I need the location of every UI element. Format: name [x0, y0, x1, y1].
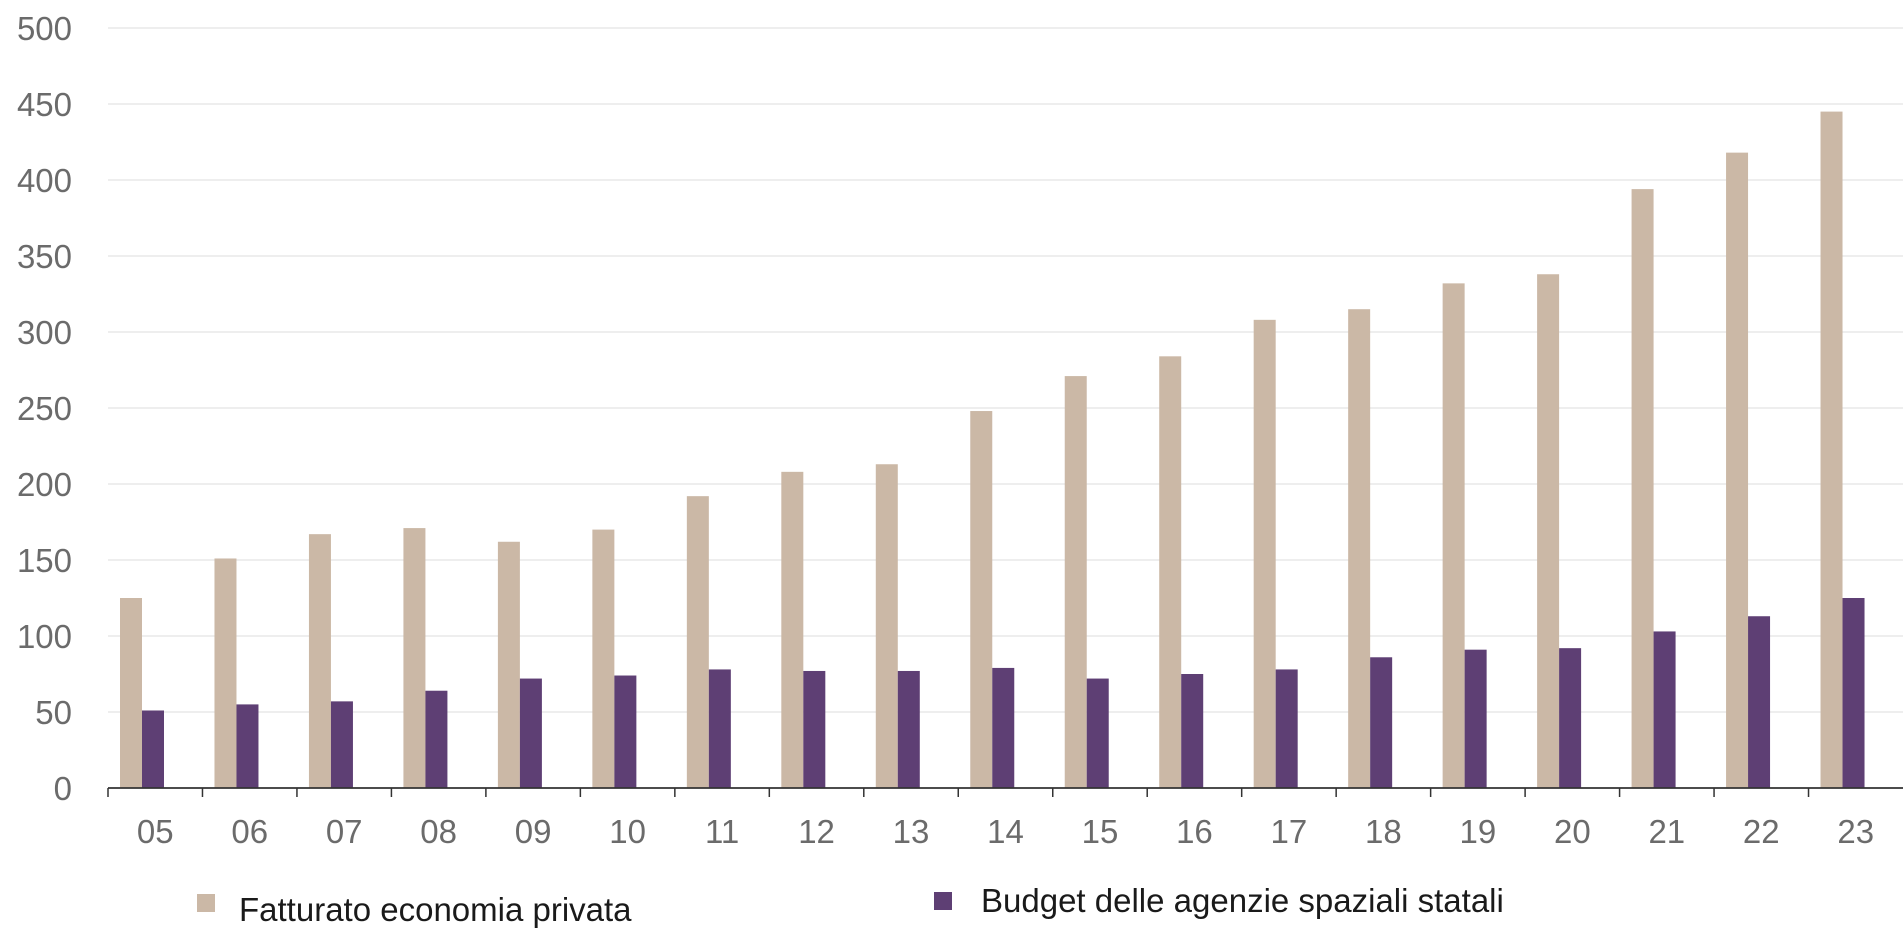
bar-series1-11 — [686, 496, 709, 788]
bar-series2-06 — [236, 704, 259, 788]
legend: Fatturato economia privata Budget delle … — [197, 882, 1504, 928]
y-axis-tick-labels: 0 50 100 150 200 250 300 350 400 450 500 — [17, 10, 72, 807]
bar-series1-14 — [970, 411, 993, 788]
bar-series1-06 — [214, 558, 237, 788]
x-tick-label-14: 14 — [987, 813, 1024, 850]
bar-series2-11 — [708, 669, 731, 788]
y-tick-label-350: 350 — [17, 238, 72, 275]
bar-series1-16 — [1159, 356, 1182, 788]
bar-series2-12 — [803, 670, 826, 788]
bar-series1-12 — [781, 471, 804, 788]
bar-series1-23 — [1820, 111, 1843, 789]
bar-series1-17 — [1253, 319, 1276, 788]
y-tick-label-0: 0 — [54, 770, 72, 807]
bar-series2-16 — [1181, 674, 1204, 788]
bar-series2-08 — [425, 690, 448, 788]
bar-series2-05 — [142, 710, 164, 788]
x-tick-label-05: 05 — [137, 813, 174, 850]
bar-series1-15 — [1064, 376, 1087, 788]
x-tick-label-18: 18 — [1365, 813, 1402, 850]
x-tick-label-17: 17 — [1271, 813, 1308, 850]
y-tick-label-200: 200 — [17, 466, 72, 503]
x-tick-label-15: 15 — [1082, 813, 1119, 850]
bar-series2-23 — [1842, 598, 1865, 788]
bar-series2-18 — [1370, 657, 1393, 788]
y-tick-label-300: 300 — [17, 314, 72, 351]
bar-series2-22 — [1748, 616, 1771, 788]
bar-series1-07 — [308, 534, 331, 788]
y-tick-label-450: 450 — [17, 86, 72, 123]
x-tick-label-20: 20 — [1554, 813, 1591, 850]
x-tick-label-12: 12 — [798, 813, 835, 850]
bar-series2-17 — [1275, 669, 1298, 788]
bar-series2-15 — [1086, 678, 1109, 788]
bar-series2-20 — [1559, 648, 1582, 788]
x-tick-label-16: 16 — [1176, 813, 1213, 850]
x-tick-label-11: 11 — [705, 813, 739, 850]
legend-swatch-fatturato — [197, 894, 215, 912]
x-axis: 05 06 07 08 09 10 11 12 13 14 15 16 17 18 19 20 21 22 23 — [107, 787, 1903, 850]
x-tick-label-21: 21 — [1648, 813, 1685, 850]
x-tick-label-06: 06 — [231, 813, 268, 850]
bar-series2-10 — [614, 675, 637, 788]
legend-label-fatturato: Fatturato economia privata — [239, 891, 632, 928]
x-tick-label-08: 08 — [420, 813, 457, 850]
bar-series1-22 — [1726, 152, 1749, 788]
x-tick-label-09: 09 — [515, 813, 552, 850]
y-tick-label-400: 400 — [17, 162, 72, 199]
y-tick-label-50: 50 — [35, 694, 72, 731]
bar-series2-19 — [1464, 649, 1487, 788]
y-tick-label-250: 250 — [17, 390, 72, 427]
y-tick-label-100: 100 — [17, 618, 72, 655]
bar-series1-13 — [875, 464, 898, 788]
bar-series1-20 — [1537, 274, 1560, 788]
y-tick-label-150: 150 — [17, 542, 72, 579]
bar-series2-07 — [330, 701, 353, 788]
bar-series1-09 — [497, 541, 520, 788]
legend-swatch-budget — [934, 892, 952, 910]
x-tick-label-19: 19 — [1460, 813, 1497, 850]
x-tick-label-22: 22 — [1743, 813, 1780, 850]
y-tick-label-500: 500 — [17, 10, 72, 47]
bar-series1-08 — [403, 528, 426, 788]
x-tick-label-23: 23 — [1837, 813, 1874, 850]
bar-series2-09 — [519, 678, 542, 788]
bar-series1-21 — [1631, 189, 1654, 788]
bars — [120, 111, 1865, 789]
bar-series1-05 — [120, 598, 142, 788]
x-tick-label-13: 13 — [893, 813, 930, 850]
bar-series1-10 — [592, 529, 615, 788]
bar-series1-18 — [1348, 309, 1371, 788]
bar-series1-19 — [1442, 283, 1465, 788]
x-tick-label-10: 10 — [609, 813, 646, 850]
bar-series2-14 — [992, 667, 1015, 788]
legend-label-budget: Budget delle agenzie spaziali statali — [981, 882, 1504, 919]
x-tick-label-07: 07 — [326, 813, 363, 850]
bar-series2-13 — [897, 670, 920, 788]
bar-series2-21 — [1653, 631, 1676, 788]
